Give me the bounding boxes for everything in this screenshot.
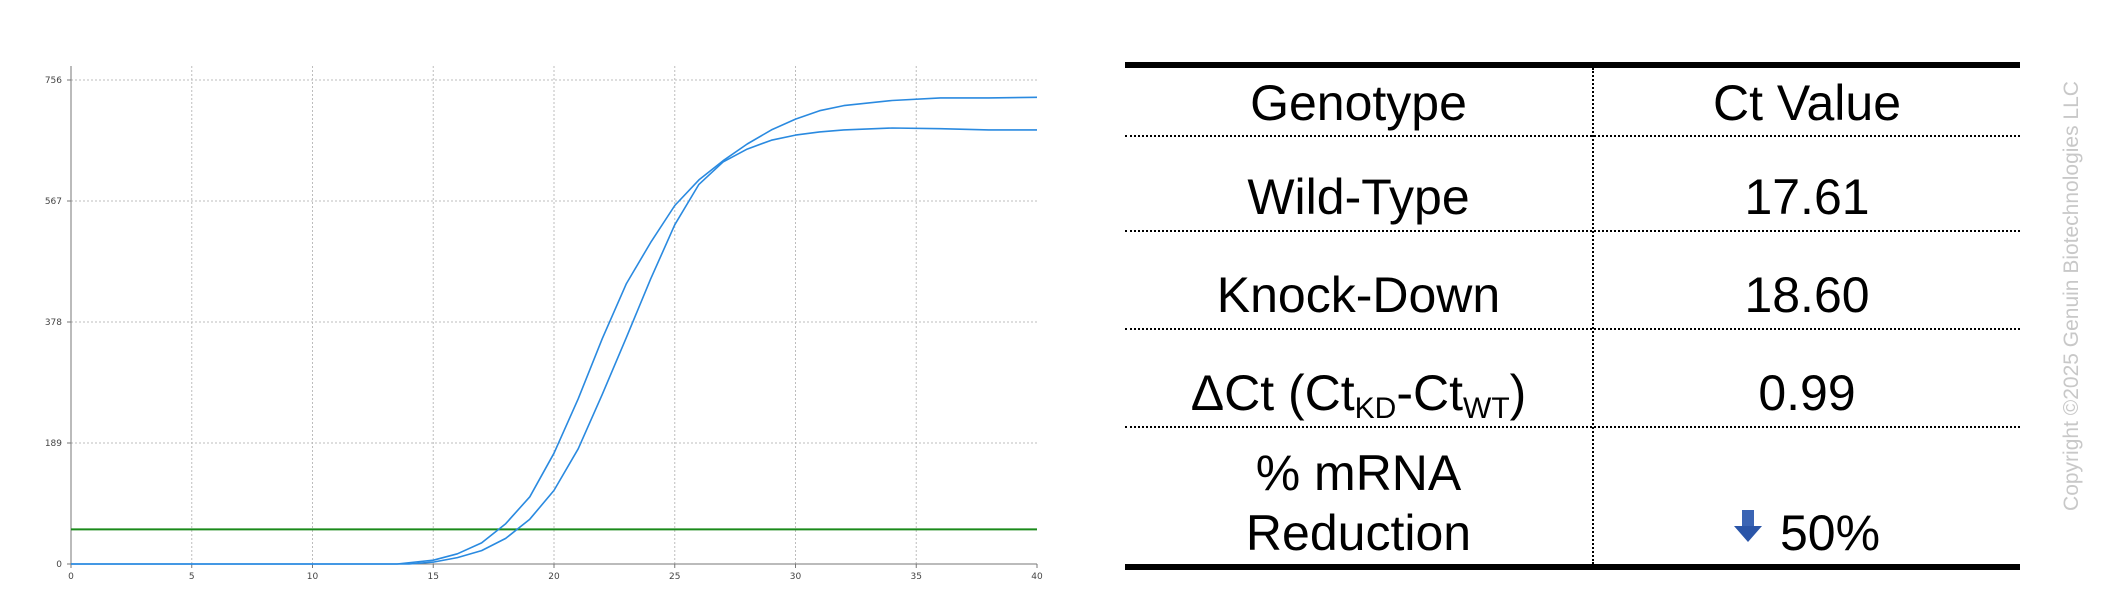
header-genotype: Genotype [1250,75,1467,131]
amplification-curve [71,96,1038,565]
x-tick-label: 15 [428,572,439,582]
row-divider [1125,426,2020,428]
amplification-curve [71,127,1037,565]
delta-ct-suffix: ) [1509,365,1527,421]
row-reduction-value: 50% [1779,505,1881,561]
header-ct-value: Ct Value [1712,75,1902,131]
delta-ct-prefix: ΔCt (Ct [1190,365,1355,421]
row-reduction-label-line1: % mRNA [1255,445,1462,501]
x-tick-label: 25 [669,572,680,582]
x-tick-label: 20 [548,572,560,582]
row-reduction-value-cell: 50% [1594,504,2020,562]
y-tick-label: 378 [45,318,62,328]
row-reduction-label-line2: Reduction [1245,505,1472,561]
arrow-down-icon [1733,509,1762,544]
y-tick-label: 756 [45,76,62,86]
row-kd-value: 18.60 [1744,267,1870,323]
row-divider [1125,230,2020,232]
row-delta-label: ΔCt (CtKD-CtWT) [1125,364,1592,425]
x-tick-label: 35 [911,572,922,582]
delta-ct-sub-kd: KD [1354,392,1397,425]
row-wt-value: 17.61 [1744,169,1870,225]
copyright-watermark: Copyright ©2025 Genuin Biotechnologies L… [2060,81,2083,511]
delta-ct-sub-wt: WT [1463,392,1510,425]
row-divider [1125,135,2020,137]
x-tick-label: 5 [189,572,195,582]
y-tick-label: 189 [45,439,62,449]
x-tick-label: 0 [68,572,74,582]
column-divider [1592,68,1594,564]
row-divider [1125,328,2020,330]
delta-ct-mid: -Ct [1396,365,1463,421]
x-tick-label: 40 [1031,572,1043,582]
y-tick-label: 567 [45,197,62,207]
row-kd-label: Knock-Down [1216,267,1501,323]
row-wt-label: Wild-Type [1247,169,1470,225]
y-tick-label: 0 [56,560,62,570]
table-bottom-border [1125,564,2020,570]
ct-value-table: Genotype Ct Value Wild-Type 17.61 Knock-… [1125,62,2020,570]
row-delta-value: 0.99 [1758,365,1856,421]
amplification-chart: 0 5 10 15 20 25 30 35 40 0 189 378 567 756 [45,66,1043,582]
amplification-plot: 0 5 10 15 20 25 30 35 40 0 189 378 567 756 [45,66,1043,582]
x-tick-label: 30 [790,572,802,582]
x-tick-label: 10 [307,572,319,582]
table-top-border [1125,62,2020,68]
